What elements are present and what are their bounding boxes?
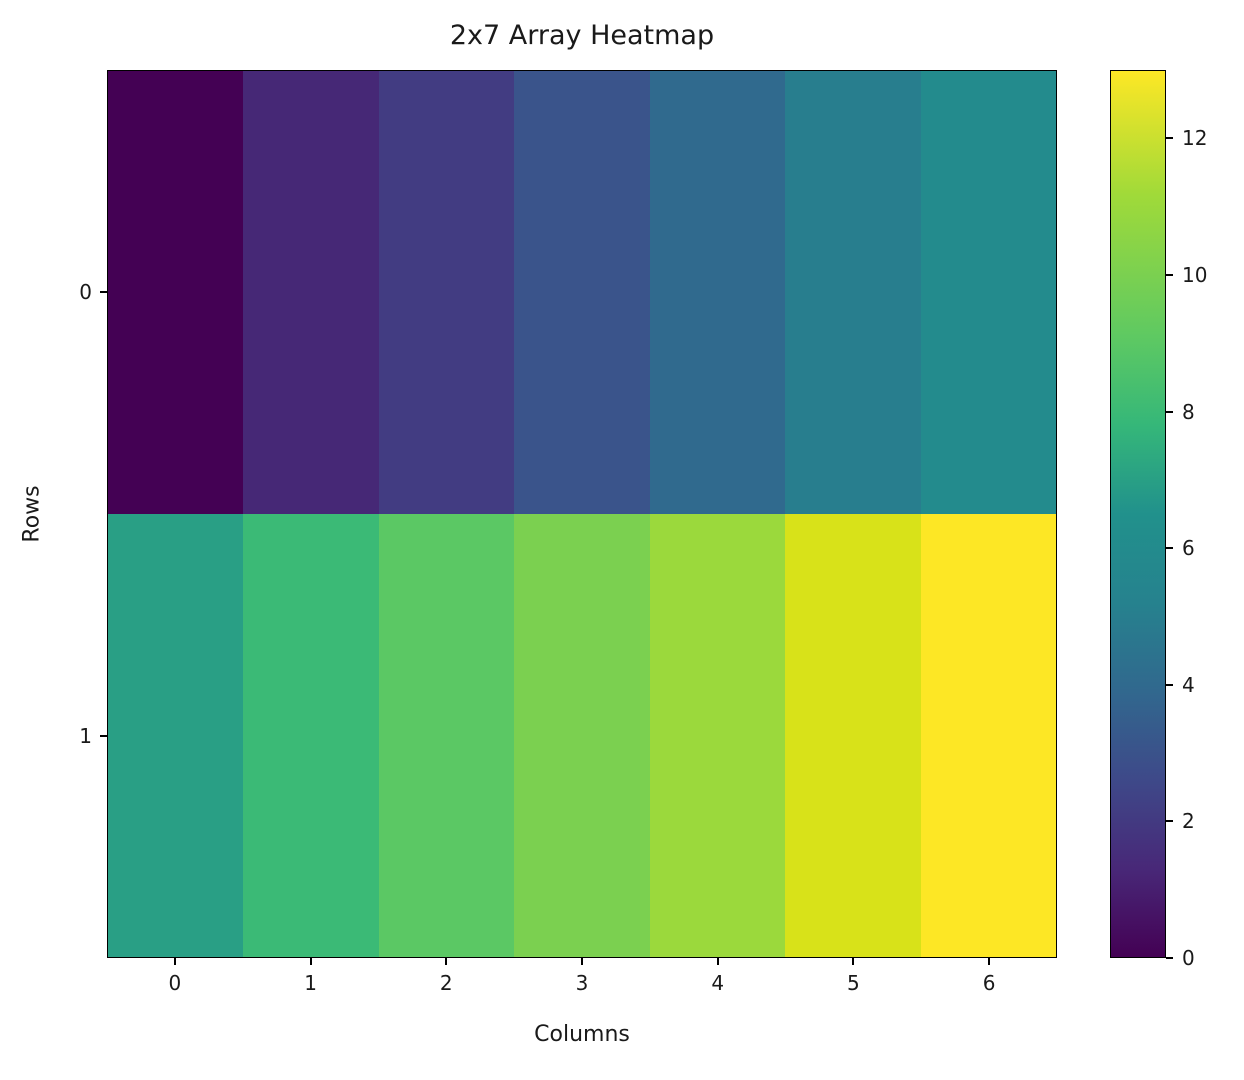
colorbar-tick-label-0: 0	[1182, 946, 1195, 970]
chart-title: 2x7 Array Heatmap	[449, 20, 715, 51]
colorbar-tick-mark-4	[1166, 410, 1173, 413]
x-tick-mark-1	[309, 958, 312, 965]
y-tick-mark-0	[100, 291, 107, 293]
colorbar-tick-label-4: 8	[1182, 399, 1195, 424]
colorbar-tick-mark-3	[1166, 547, 1173, 550]
colorbar-tick-mark-5	[1166, 273, 1173, 276]
x-tick-label-5: 5	[847, 971, 860, 995]
x-tick-mark-0	[173, 958, 176, 965]
colorbar-tick-mark-6	[1166, 137, 1173, 140]
heatmap-cell-r1-c6	[920, 514, 1056, 957]
y-tick-label-1: 1	[79, 724, 92, 748]
heatmap-cell-r0-c6	[920, 71, 1056, 514]
colorbar-tick-mark-0	[1166, 957, 1173, 959]
colorbar	[1110, 70, 1166, 958]
colorbar-tick-label-1: 2	[1182, 809, 1195, 834]
x-tick-label-4: 4	[711, 971, 725, 995]
x-tick-label-2: 2	[439, 971, 453, 995]
y-tick-label-0: 0	[79, 280, 92, 304]
heatmap-cell-r1-c1	[243, 514, 379, 957]
heatmap-cell-r1-c0	[108, 514, 244, 957]
heatmap-plot-area	[107, 70, 1057, 958]
heatmap-cell-r0-c3	[514, 71, 650, 514]
x-tick-label-1: 1	[304, 971, 317, 995]
heatmap-cell-r0-c2	[378, 71, 515, 514]
colorbar-tick-mark-1	[1166, 820, 1173, 823]
heatmap-cell-r1-c4	[649, 514, 786, 957]
heatmap-cell-r1-c3	[514, 514, 650, 957]
x-tick-mark-3	[581, 958, 583, 965]
colorbar-tick-label-6: 12	[1182, 126, 1208, 151]
colorbar-tick-mark-2	[1166, 683, 1173, 686]
x-tick-mark-4	[716, 958, 719, 965]
colorbar-tick-label-3: 6	[1182, 536, 1195, 561]
heatmap-cell-r0-c5	[785, 71, 921, 514]
x-tick-mark-2	[445, 958, 448, 965]
x-tick-label-3: 3	[575, 971, 589, 995]
colorbar-tick-label-5: 10	[1182, 262, 1208, 287]
x-tick-label-0: 0	[168, 971, 182, 995]
heatmap-cell-r0-c4	[649, 71, 786, 514]
y-tick-mark-1	[100, 735, 107, 737]
colorbar-tick-label-2: 4	[1182, 672, 1195, 697]
heatmap-cell-r0-c0	[108, 71, 244, 514]
x-tick-mark-5	[852, 958, 855, 965]
x-axis-label: Columns	[534, 1022, 630, 1047]
x-tick-label-6: 6	[982, 971, 996, 995]
heatmap-cell-r0-c1	[243, 71, 379, 514]
x-tick-mark-6	[988, 958, 991, 965]
heatmap-cell-r1-c5	[785, 514, 921, 957]
y-axis-label: Rows	[19, 485, 45, 543]
heatmap-grid	[108, 71, 1056, 957]
heatmap-cell-r1-c2	[378, 514, 515, 957]
